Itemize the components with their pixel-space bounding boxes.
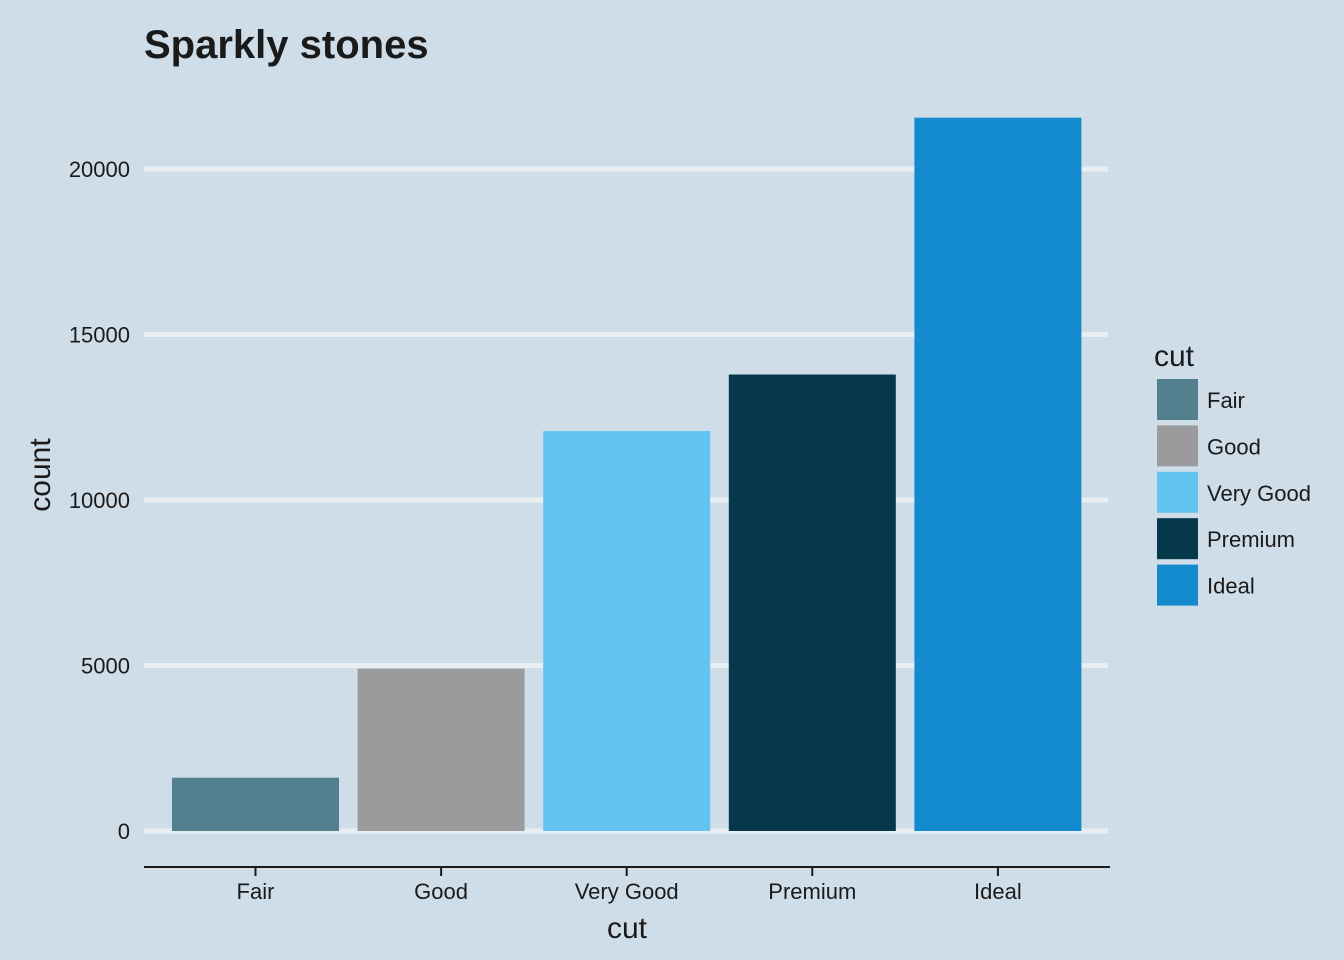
y-tick-label-20000: 20000 [69,157,130,182]
x-tick-label-premium: Premium [768,879,856,904]
legend-swatch-good [1157,425,1198,467]
y-tick-label-15000: 15000 [69,323,130,348]
legend-label-very-good: Very Good [1207,481,1311,506]
x-tick-label-fair: Fair [237,879,275,904]
bars [172,117,1082,831]
legend-label-good: Good [1207,434,1261,459]
bar-ideal [914,117,1082,831]
x-tick-label-very-good: Very Good [575,879,679,904]
bar-very-good [543,431,711,831]
y-axis-title: count [24,438,57,512]
legend: cut Fair Good Very Good Premium Ideal [1154,340,1311,606]
legend-title: cut [1154,340,1195,373]
legend-swatch-premium [1157,518,1198,560]
y-tick-label-10000: 10000 [69,488,130,513]
y-tick-label-5000: 5000 [81,654,130,679]
bar-premium [728,374,896,831]
x-axis-title: cut [607,912,648,945]
x-tick-label-good: Good [414,879,468,904]
legend-swatch-ideal [1157,564,1198,606]
legend-swatch-very-good [1157,471,1198,513]
chart-title: Sparkly stones [144,23,429,67]
y-tick-label-0: 0 [118,819,130,844]
legend-swatch-fair [1157,379,1198,420]
bar-fair [172,777,339,831]
x-axis: Fair Good Very Good Premium Ideal [144,866,1110,904]
legend-label-premium: Premium [1207,527,1295,552]
legend-label-fair: Fair [1207,388,1245,413]
legend-label-ideal: Ideal [1207,574,1255,599]
bar-good [357,668,525,831]
y-axis-ticks: 0 5000 10000 15000 20000 [69,157,130,844]
x-tick-label-ideal: Ideal [974,879,1022,904]
